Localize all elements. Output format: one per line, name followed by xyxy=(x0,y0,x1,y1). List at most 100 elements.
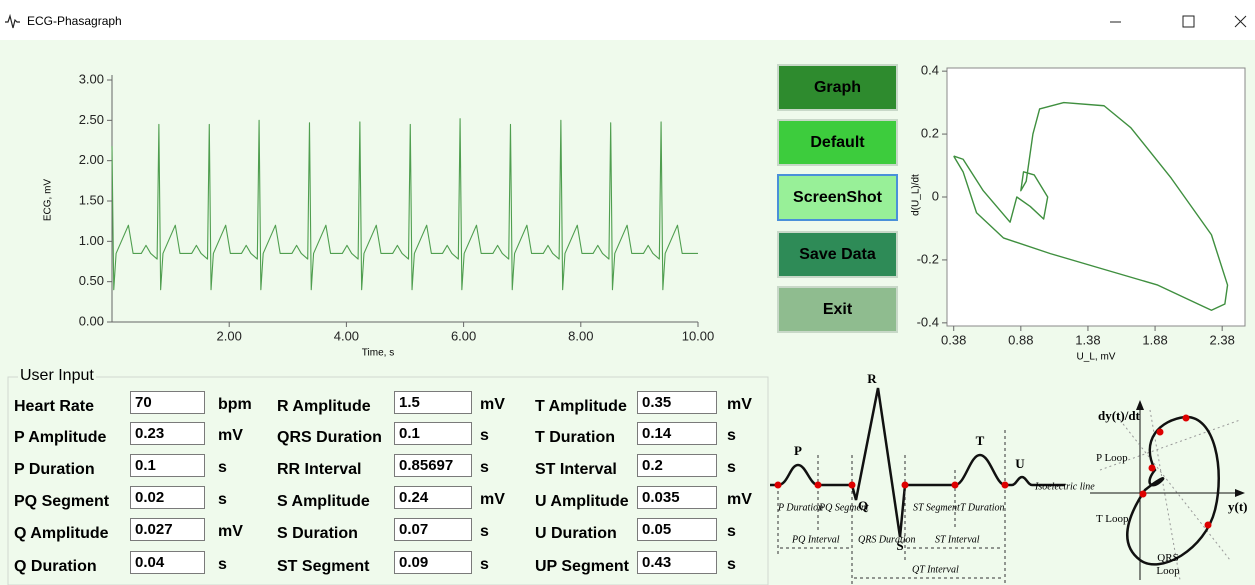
x-tick-label: 4.00 xyxy=(334,328,359,343)
field-label: T Amplitude xyxy=(535,398,627,416)
button[interactable]: Default xyxy=(777,119,898,166)
button[interactable]: Save Data xyxy=(777,231,898,278)
y-tick-label: 2.50 xyxy=(79,112,104,127)
field-input[interactable]: 0.09 xyxy=(394,551,472,574)
y-tick-label: 0.00 xyxy=(79,313,104,328)
y-tick-label: -0.2 xyxy=(917,251,939,266)
field-unit: mV xyxy=(480,491,505,509)
field-unit: s xyxy=(480,523,489,541)
loop-x-label: y(t) xyxy=(1228,499,1248,514)
ecg-diagram xyxy=(770,388,1065,585)
field-input[interactable]: 0.35 xyxy=(637,391,717,414)
y-tick-label: 2.00 xyxy=(79,152,104,167)
field-unit: s xyxy=(480,556,489,574)
st-segment: ST Segment xyxy=(913,502,960,513)
field-label: UP Segment xyxy=(535,558,629,576)
field-unit: mV xyxy=(218,427,243,445)
field-label: RR Interval xyxy=(277,461,361,479)
x-tick-label: 2.00 xyxy=(217,328,242,343)
field-input[interactable]: 0.035 xyxy=(637,486,717,509)
button[interactable]: Exit xyxy=(777,286,898,333)
x-tick-label: 1.38 xyxy=(1075,332,1100,347)
x-tick-label: 0.88 xyxy=(1008,332,1033,347)
field-input[interactable]: 70 xyxy=(130,391,205,414)
field-input[interactable]: 0.05 xyxy=(637,518,717,541)
y-tick-label: 3.00 xyxy=(79,71,104,86)
field-unit: s xyxy=(218,491,227,509)
y-tick-label: 0.4 xyxy=(921,63,939,78)
field-unit: s xyxy=(480,427,489,445)
x-tick-label: 0.38 xyxy=(941,332,966,347)
field-label: S Amplitude xyxy=(277,493,370,511)
qrs-loop-label: QRS Loop xyxy=(1150,552,1186,578)
field-label: ST Interval xyxy=(535,461,617,479)
isoelectric-label: Isoelectric line xyxy=(1034,481,1095,492)
field-input[interactable]: 0.85697 xyxy=(394,454,472,477)
field-input[interactable]: 0.02 xyxy=(130,486,205,509)
arrow xyxy=(1235,489,1245,497)
y-tick-label: -0.4 xyxy=(917,314,939,329)
field-unit: bpm xyxy=(218,396,252,414)
y-tick-label: 1.00 xyxy=(79,233,104,248)
wave-labels: P R Q S T U xyxy=(794,371,1025,553)
field-label: ST Segment xyxy=(277,558,369,576)
field-input[interactable]: 0.1 xyxy=(130,454,205,477)
button[interactable]: ScreenShot xyxy=(777,174,898,221)
field-label: P Amplitude xyxy=(14,429,106,447)
p-loop-label: P Loop xyxy=(1096,452,1136,464)
field-label: U Amplitude xyxy=(535,493,629,511)
y-tick-label: 0 xyxy=(932,188,939,203)
field-input[interactable]: 0.24 xyxy=(394,486,472,509)
field-input[interactable]: 0.1 xyxy=(394,422,472,445)
field-label: T Duration xyxy=(535,429,615,447)
field-input[interactable]: 1.5 xyxy=(394,391,472,414)
y-tick-label: 0.50 xyxy=(79,273,104,288)
field-label: Q Amplitude xyxy=(14,525,109,543)
field-unit: s xyxy=(727,556,736,574)
t-duration: T Duration xyxy=(960,502,1005,513)
y-tick-label: 1.50 xyxy=(79,192,104,207)
wave-label: R xyxy=(867,371,877,386)
x-axis-label: U_L, mV xyxy=(1077,352,1116,363)
loop-sketch xyxy=(1127,417,1218,564)
field-unit: s xyxy=(218,459,227,477)
field-unit: s xyxy=(218,556,227,574)
x-tick-label: 1.88 xyxy=(1142,332,1167,347)
field-input[interactable]: 0.2 xyxy=(637,454,717,477)
t-loop-label: T Loop xyxy=(1096,513,1136,525)
x-tick-label: 6.00 xyxy=(451,328,476,343)
field-input[interactable]: 0.027 xyxy=(130,518,205,541)
field-unit: mV xyxy=(480,396,505,414)
field-label: PQ Segment xyxy=(14,493,109,511)
wave-label: P xyxy=(794,443,802,458)
button[interactable]: Graph xyxy=(777,64,898,111)
window-title: ECG-Phasagraph xyxy=(27,14,122,28)
field-input[interactable]: 0.14 xyxy=(637,422,717,445)
plot-frame xyxy=(947,68,1245,326)
field-unit: s xyxy=(727,427,736,445)
field-unit: s xyxy=(480,459,489,477)
loop-y-label: dy(t)/dt xyxy=(1098,408,1141,423)
x-tick-label: 8.00 xyxy=(568,328,593,343)
field-input[interactable]: 0.04 xyxy=(130,551,205,574)
field-input[interactable]: 0.43 xyxy=(637,551,717,574)
field-label: QRS Duration xyxy=(277,429,382,447)
field-input[interactable]: 0.07 xyxy=(394,518,472,541)
pq-segment: PQ Segment xyxy=(818,502,869,513)
field-input[interactable]: 0.23 xyxy=(130,422,205,445)
x-tick-label: 2.38 xyxy=(1210,332,1235,347)
field-unit: mV xyxy=(727,491,752,509)
field-unit: mV xyxy=(727,396,752,414)
y-tick-label: 0.2 xyxy=(921,126,939,141)
wave-label: T xyxy=(976,433,985,448)
y-axis-label: ECG, mV xyxy=(43,179,54,222)
x-axis-label: Time, s xyxy=(362,348,394,359)
field-unit: s xyxy=(727,523,736,541)
x-tick-label: 10.00 xyxy=(682,328,715,343)
points xyxy=(1140,415,1212,529)
qt-interval: QT Interval xyxy=(912,564,959,575)
field-label: S Duration xyxy=(277,525,358,543)
app-window: ECG-Phasagraph P R Q S T U Isoelectric l… xyxy=(0,0,1255,585)
field-label: Heart Rate xyxy=(14,398,94,416)
pq-interval: PQ Interval xyxy=(791,534,840,545)
